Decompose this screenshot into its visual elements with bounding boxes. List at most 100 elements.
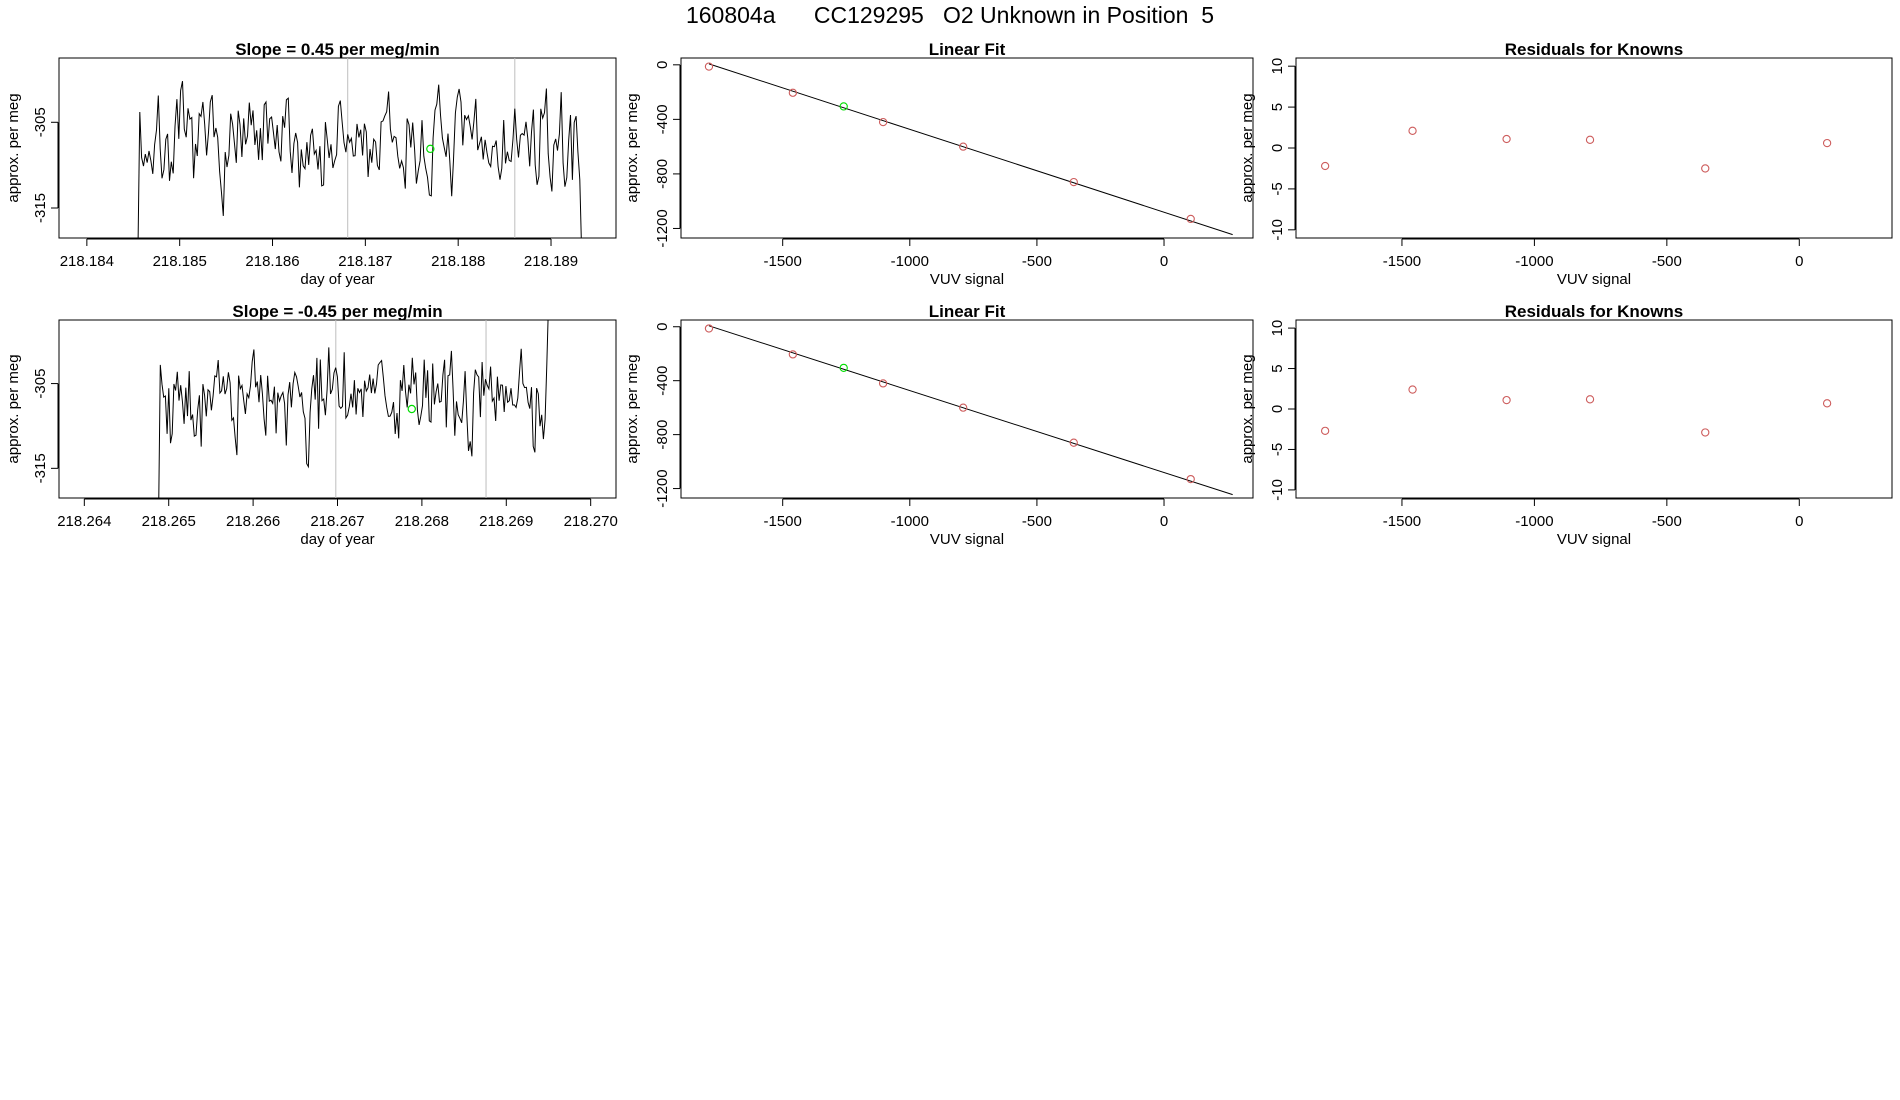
known-point [1186,214,1195,224]
unknown-marker [426,144,435,154]
plot-data-area [158,320,549,498]
x-axis-label: VUV signal [930,271,1004,288]
chart-res1: Residuals for Knowns -1500 -1000 -500 0 VUV s… [1239,40,1893,288]
plot-frame [1295,319,1893,499]
y-axis-label: approx. per meg [624,93,641,202]
y-tick-label: -315 [32,193,49,223]
known-point [878,379,888,388]
y-tick-label: 0 [654,323,671,331]
y-axis-label: approx. per meg [624,354,641,463]
known-point [788,350,798,359]
x-tick-label: -1000 [891,513,929,530]
y-tick-label: -1200 [654,209,671,247]
y-tick-label: -305 [32,107,49,137]
plot-data-area [704,62,1233,236]
plot-data-area [704,324,1233,496]
x-tick-label: 0 [1160,253,1168,270]
x-tick-label: -500 [1652,253,1682,270]
y-tick-label: -315 [32,453,49,483]
y-tick-label: -1200 [654,469,671,507]
unknown-marker [407,404,416,414]
x-tick-label: 218.270 [564,513,618,530]
page-title: 160804a CC129295 O2 Unknown in Position … [685,2,1215,28]
y-tick-label: 0 [1269,144,1286,152]
signal-trace [158,320,549,498]
plot-data-area [1320,385,1832,437]
y-tick-label: -400 [654,366,671,396]
fit-line [708,325,1233,496]
known-point [1186,474,1195,484]
x-tick-label: 0 [1795,513,1803,530]
x-tick-label: 218.186 [245,253,299,270]
y-tick-label: 5 [1269,364,1286,372]
x-tick-label: 0 [1795,253,1803,270]
known-point [1408,385,1417,394]
known-point [1585,135,1595,144]
x-axis-label: VUV signal [1557,271,1631,288]
plot-frame [58,57,617,239]
known-point [959,403,968,412]
y-tick-label: -400 [654,104,671,134]
y-tick-label: -10 [1269,219,1286,241]
plot-frame [1295,57,1893,239]
chart-fit1: Linear Fit -1500 -1000 -500 0 VUV signal 0 -400… [624,40,1254,288]
x-tick-label: -1000 [1515,253,1553,270]
x-tick-label: 218.269 [479,513,533,530]
known-point [1320,426,1330,435]
y-tick-label: -800 [654,420,671,450]
y-axis-label: approx. per meg [5,93,22,202]
chart-title: Residuals for Knowns [1505,40,1684,59]
x-axis-label: day of year [300,271,374,288]
x-axis-label: VUV signal [1557,531,1631,548]
chart-title: Linear Fit [929,302,1006,321]
plot-frame [680,57,1254,239]
known-point [1069,177,1078,187]
known-point [1822,138,1832,148]
x-tick-label: -1500 [764,253,802,270]
known-point [704,324,714,333]
known-point [1502,395,1511,405]
x-tick-label: 218.264 [57,513,111,530]
x-tick-label: -1500 [1383,513,1421,530]
x-tick-label: -500 [1022,513,1052,530]
chart-title: Linear Fit [929,40,1006,59]
y-tick-label: 10 [1269,58,1286,75]
x-tick-label: 218.185 [153,253,207,270]
plot-frame [58,319,617,499]
x-tick-label: -1500 [764,513,802,530]
y-axis-label: approx. per meg [1239,93,1256,202]
signal-trace [137,81,582,238]
x-tick-label: 218.267 [310,513,364,530]
chart-title: Slope = -0.45 per meg/min [232,302,442,321]
known-point [1408,126,1417,135]
y-tick-label: 5 [1269,103,1286,111]
x-tick-label: 218.268 [395,513,449,530]
x-tick-label: -1000 [1515,513,1553,530]
x-tick-label: 0 [1160,513,1168,530]
y-tick-label: -800 [654,159,671,189]
y-tick-label: 10 [1269,320,1286,337]
x-tick-label: -1500 [1383,253,1421,270]
y-tick-label: 0 [1269,405,1286,413]
chart-ts1: Slope = 0.45 per meg/min 218.184 218.185 21… [5,40,617,288]
known-point [788,88,798,97]
chart-res2: Residuals for Knowns -1500 -1000 -500 0 VUV s… [1239,302,1893,548]
y-tick-label: 0 [654,61,671,69]
x-tick-label: 218.266 [226,513,280,530]
known-point [1585,395,1595,404]
fit-line [708,63,1233,236]
x-tick-label: 218.189 [524,253,578,270]
x-axis-label: day of year [300,531,374,548]
unknown-point [839,363,848,373]
known-point [1701,428,1710,437]
chart-fit2: Linear Fit -1500 -1000 -500 0 VUV signal 0 -400… [624,302,1254,548]
y-axis-label: approx. per meg [5,354,22,463]
chart-ts2: Slope = -0.45 per meg/min 218.264 218.265 2… [5,302,618,548]
x-tick-label: 218.184 [60,253,114,270]
known-point [959,142,968,151]
x-tick-label: -500 [1652,513,1682,530]
unknown-point [839,102,848,111]
known-point [1822,399,1832,408]
y-axis-label: approx. per meg [1239,354,1256,463]
